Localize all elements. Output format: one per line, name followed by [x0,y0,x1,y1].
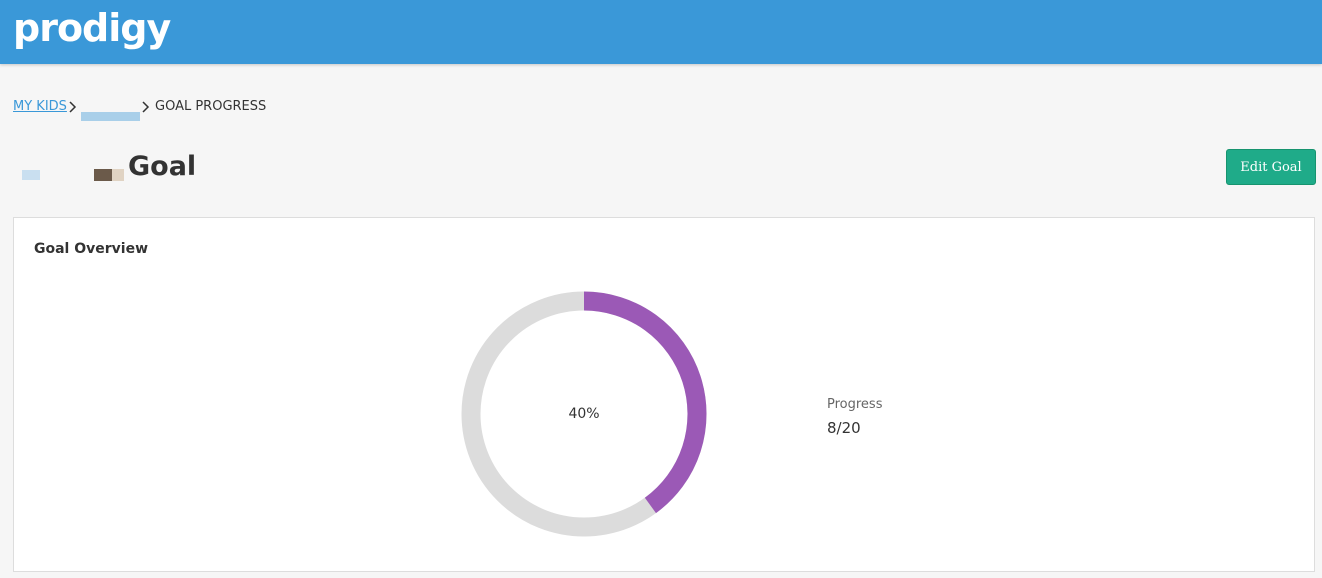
logo[interactable]: prodigy [13,6,171,50]
edit-goal-button[interactable]: Edit Goal [1226,149,1316,185]
breadcrumb-link[interactable]: MY KIDS [13,99,67,114]
chevron [142,101,150,113]
donut-chart: 40% [461,291,707,537]
redacted-name [94,169,112,181]
chevron [69,101,77,113]
page-title: Goal [128,151,197,182]
progress-arc [583,291,707,514]
redacted-name [81,112,140,121]
header: prodigy [0,0,1322,64]
progress-label: Progress [827,397,883,412]
redacted-name [22,170,40,180]
redacted-name [112,169,124,181]
breadcrumb-current: GOAL PROGRESS [155,99,267,114]
progress-count: 8/20 [827,419,861,437]
donut-center-label: 40% [568,406,599,422]
card [13,217,1315,572]
card-title: Goal Overview [34,241,149,257]
